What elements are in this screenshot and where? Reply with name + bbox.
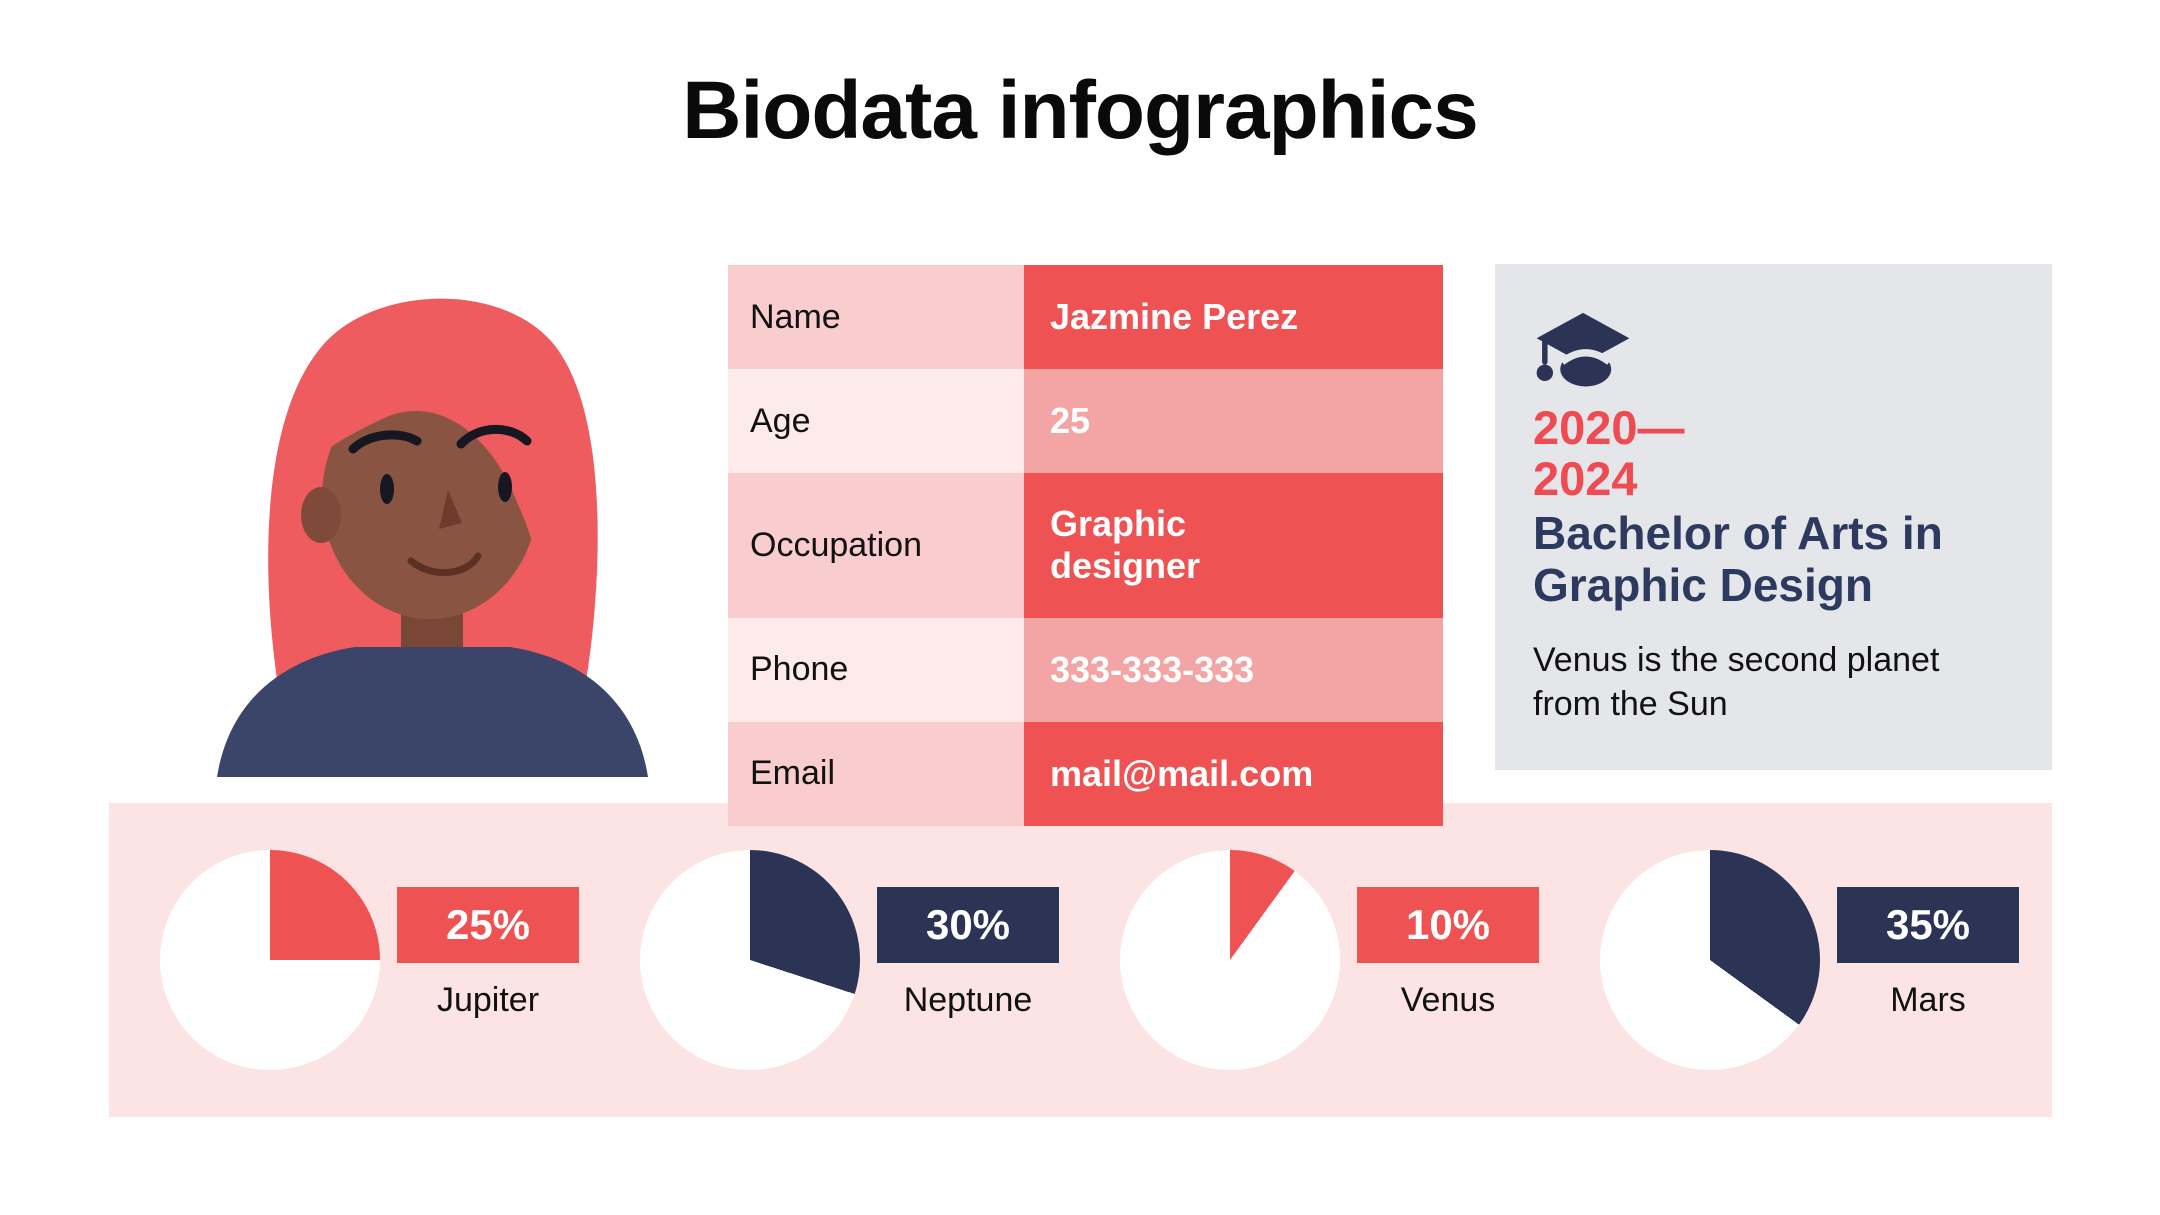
field-label: Name: [728, 265, 1024, 369]
education-description: Venus is the second planet from the Sun: [1533, 641, 1940, 724]
value-badge: 10%: [1357, 887, 1539, 963]
table-row: Name Jazmine Perez: [728, 265, 1443, 369]
pie-label: Jupiter: [436, 981, 540, 1019]
table-row: Occupation Graphic designer: [728, 473, 1443, 618]
field-label: Email: [728, 721, 1024, 826]
avatar-illustration: [217, 298, 648, 777]
pie-group: 30% Neptune: [640, 803, 1120, 1117]
field-label: Age: [728, 369, 1024, 473]
field-value: 25: [1024, 369, 1443, 473]
field-value: Graphic designer: [1024, 473, 1443, 618]
graduation-cap-icon: [1536, 312, 1630, 387]
field-value: 333-333-333: [1024, 617, 1443, 722]
education-years: 2020—2024: [1533, 401, 1685, 505]
pie-group: 10% Venus: [1120, 803, 1600, 1117]
value-badge: 25%: [397, 887, 579, 963]
page-title: Biodata infographics: [682, 65, 1479, 156]
profile-table: Name Jazmine Perez Age 25 Occupation Graphic …: [728, 265, 1443, 826]
pie-label: Mars: [1890, 981, 1966, 1019]
stats-strip: 25% Jupiter 30% Neptune 10% Venus 35% Mars: [109, 803, 2052, 1117]
table-row: Phone 333-333-333: [728, 617, 1443, 722]
table-row: Email mail@mail.com: [728, 721, 1443, 826]
pie-chart: [1600, 850, 1820, 1070]
value-badge: 30%: [877, 887, 1059, 963]
table-row: Age 25: [728, 369, 1443, 473]
pie-group: 25% Jupiter: [160, 803, 640, 1117]
field-label: Phone: [728, 617, 1024, 722]
education-degree: Bachelor of Arts in Graphic Design: [1533, 506, 1943, 612]
field-label: Occupation: [728, 473, 1024, 618]
education-panel: 2020—2024 Bachelor of Arts in Graphic De…: [1495, 264, 2052, 770]
pie-label: Venus: [1400, 981, 1496, 1019]
avatar: [205, 256, 660, 778]
pie-chart: [640, 850, 860, 1070]
field-value: Jazmine Perez: [1024, 265, 1443, 369]
pie-chart: [1120, 850, 1340, 1070]
pie-group: 35% Mars: [1600, 803, 2080, 1117]
field-value: mail@mail.com: [1024, 721, 1443, 826]
pie-label: Neptune: [903, 981, 1033, 1019]
pie-chart: [160, 850, 380, 1070]
value-badge: 35%: [1837, 887, 2019, 963]
